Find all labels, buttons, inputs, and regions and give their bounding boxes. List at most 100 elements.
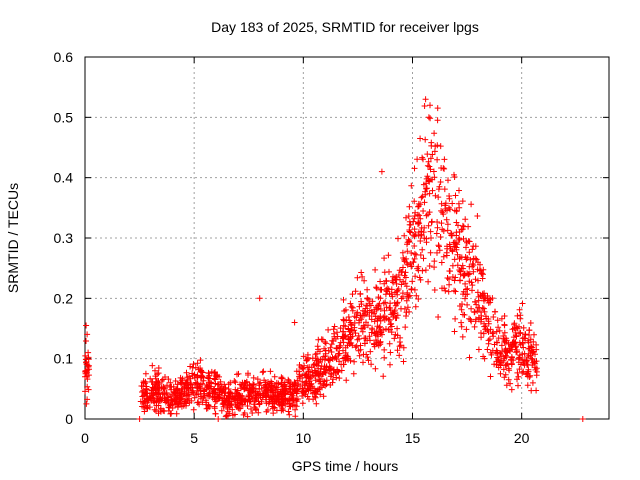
data-point <box>401 305 408 312</box>
data-point <box>404 241 410 248</box>
data-point <box>495 324 502 331</box>
data-point <box>407 221 414 228</box>
data-point <box>315 336 322 343</box>
data-point <box>312 377 319 384</box>
data-point <box>443 249 450 256</box>
data-point <box>385 252 392 259</box>
data-point <box>313 370 320 377</box>
data-point <box>469 246 476 253</box>
data-point <box>429 218 435 225</box>
data-point <box>372 266 379 273</box>
data-point <box>491 361 498 368</box>
data-point <box>318 373 325 380</box>
data-point <box>452 274 459 281</box>
y-tick-label: 0.6 <box>54 49 74 65</box>
data-point <box>358 298 365 305</box>
data-point <box>291 319 298 326</box>
data-point <box>444 221 451 228</box>
data-point <box>480 330 487 337</box>
data-point <box>347 357 354 364</box>
data-point <box>82 367 89 374</box>
data-point <box>381 255 388 262</box>
data-point <box>371 340 378 347</box>
data-point <box>281 379 288 386</box>
data-point <box>400 344 407 351</box>
data-point <box>271 373 278 380</box>
data-point <box>313 357 320 364</box>
data-point <box>421 103 428 109</box>
data-point <box>439 226 446 233</box>
data-point <box>316 376 323 383</box>
data-point <box>361 308 368 315</box>
data-point <box>371 308 378 315</box>
data-point <box>418 224 425 231</box>
data-point <box>512 329 519 336</box>
data-point <box>431 287 438 293</box>
data-point <box>354 309 361 316</box>
data-point <box>514 376 520 383</box>
data-point <box>196 401 203 408</box>
data-point <box>234 387 241 394</box>
data-point <box>352 330 359 337</box>
data-point <box>526 327 533 334</box>
data-point <box>427 166 434 173</box>
data-point <box>352 288 359 295</box>
data-point <box>440 211 447 218</box>
data-point <box>447 206 453 213</box>
data-point <box>462 280 469 287</box>
chart-title: Day 183 of 2025, SRMTID for receiver lpg… <box>211 19 479 35</box>
data-point <box>299 372 306 379</box>
data-point <box>387 349 394 356</box>
data-point <box>360 322 367 329</box>
data-point <box>455 222 461 229</box>
data-point <box>197 365 204 372</box>
data-point <box>357 290 364 297</box>
data-point <box>299 400 306 407</box>
data-point <box>532 360 539 367</box>
data-point <box>451 174 458 180</box>
data-point <box>494 339 501 346</box>
data-point <box>434 105 441 112</box>
data-point <box>401 232 408 239</box>
data-point <box>197 357 204 364</box>
data-point <box>353 343 360 350</box>
data-point <box>522 331 529 338</box>
data-point <box>416 212 423 219</box>
data-point <box>454 241 461 248</box>
data-point <box>497 361 504 368</box>
data-point <box>480 305 487 312</box>
data-point <box>242 397 249 404</box>
data-point <box>378 168 385 175</box>
data-point <box>384 285 391 292</box>
data-point <box>225 381 232 388</box>
data-point <box>404 248 411 255</box>
data-point <box>502 362 509 369</box>
data-point <box>206 384 213 391</box>
data-point <box>449 247 456 254</box>
data-point <box>359 312 366 319</box>
data-point <box>440 253 447 260</box>
data-point <box>250 374 257 381</box>
data-point <box>243 385 250 392</box>
data-point <box>463 244 469 251</box>
data-point <box>406 203 413 210</box>
data-point <box>282 396 289 403</box>
data-point <box>312 367 318 374</box>
data-point <box>399 249 406 256</box>
data-point <box>147 394 154 401</box>
data-point <box>400 358 407 365</box>
data-point <box>417 215 424 222</box>
data-point <box>404 261 411 268</box>
data-point <box>388 320 395 327</box>
data-point <box>187 363 194 370</box>
data-point <box>515 355 522 362</box>
data-point <box>212 410 219 417</box>
data-point <box>420 208 427 214</box>
data-point <box>513 347 520 353</box>
data-point <box>84 331 91 338</box>
data-point <box>304 351 311 358</box>
data-point <box>341 317 347 324</box>
data-point <box>424 162 431 169</box>
data-point <box>319 384 325 391</box>
data-point <box>303 371 310 378</box>
